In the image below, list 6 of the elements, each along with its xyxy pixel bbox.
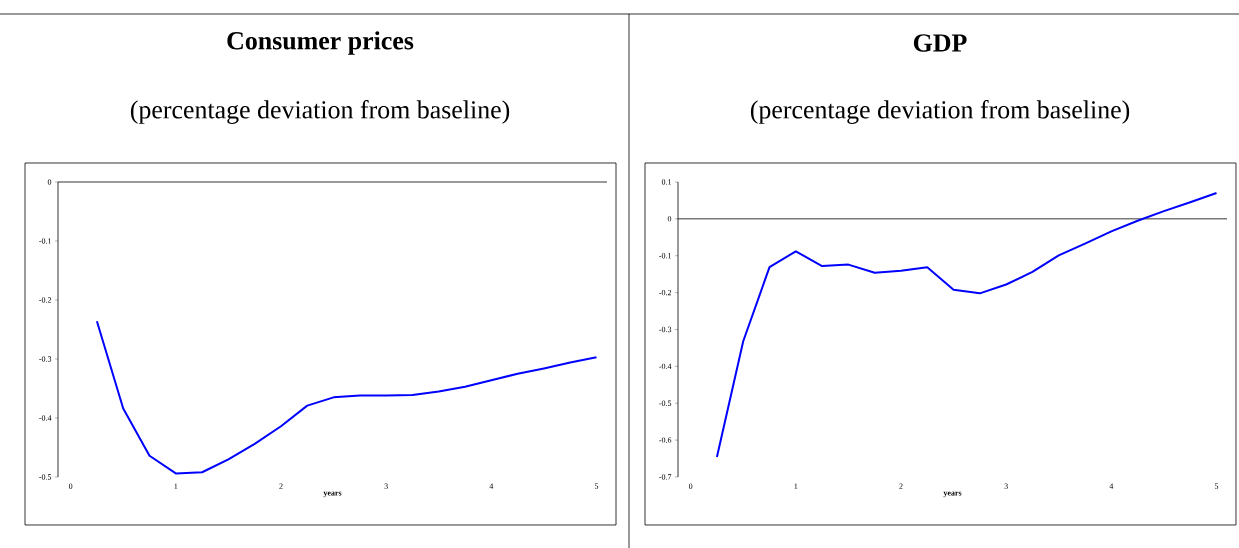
- line-series: [95, 320, 598, 475]
- chart-title: GDP: [913, 34, 967, 52]
- line-series: [715, 192, 1218, 459]
- chart-title: Consumer prices: [227, 31, 414, 55]
- chart-subtitle: (percentage deviation from baseline): [130, 100, 510, 124]
- chart-subtitle: (percentage deviation from baseline): [750, 100, 1130, 124]
